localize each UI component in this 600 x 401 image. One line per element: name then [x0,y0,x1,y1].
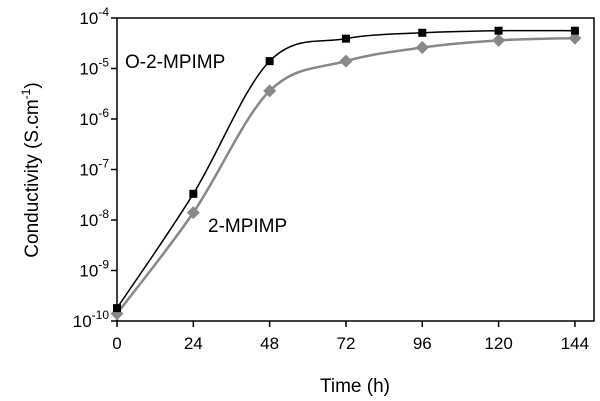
y-tick-exponent: -8 [98,207,109,221]
y-tick-base: 10 [79,9,98,28]
y-tick-label: 10-5 [79,56,109,79]
y-tick-label: 10-7 [79,157,109,180]
point-2-mpimp-120 [492,33,506,47]
y-axis-label: Conductivity (S.cm-1) [19,82,43,257]
y-tick-exponent: -9 [98,258,109,272]
point-2-mpimp-144 [568,31,582,45]
point-o-2-mpimp-144 [570,26,579,35]
y-tick-label: 10-8 [79,207,109,230]
y-tick-base: 10 [79,262,98,281]
y-tick-base: 10 [79,110,98,129]
y-tick-label: 10-10 [73,308,110,331]
y-tick-exponent: -7 [98,157,109,171]
point-o-2-mpimp-24 [189,189,198,198]
y-tick-base: 10 [79,161,98,180]
x-axis-ticks: 0 24 48 72 96 120 144 [112,321,589,353]
y-tick-label: 10-4 [79,5,109,28]
x-axis-label: Time (h) [320,376,390,397]
y-tick-label: 10-6 [79,106,109,129]
y-axis-label-close: ) [22,82,43,88]
x-tick-label: 24 [184,334,203,353]
y-axis-label-text: Conductivity (S.cm [22,99,43,257]
y-tick-base: 10 [79,211,98,230]
y-axis-label-exponent: -1 [19,88,33,99]
series-label-o-2-mpimp: O-2-MPIMP [125,52,225,73]
y-tick-exponent: -10 [92,308,110,322]
x-tick-label: 120 [484,334,512,353]
point-o-2-mpimp-120 [494,26,503,35]
x-tick-label: 144 [561,334,589,353]
point-o-2-mpimp-0 [113,304,121,313]
y-tick-exponent: -6 [98,106,109,120]
x-tick-label: 48 [260,334,279,353]
series-label-2-mpimp: 2-MPIMP [208,216,287,237]
labels-layer: O-2-MPIMP 2-MPIMP Time (h) Conductivity … [19,52,390,397]
point-o-2-mpimp-96 [418,28,427,37]
x-tick-label: 72 [336,334,355,353]
series-line-2-mpimp [116,36,575,315]
x-tick-label: 96 [413,334,432,353]
y-tick-exponent: -5 [98,56,109,70]
y-tick-base: 10 [79,60,98,79]
y-tick-base: 10 [73,312,92,331]
point-2-mpimp-96 [415,41,429,55]
point-2-mpimp-72 [339,54,353,68]
point-2-mpimp-24 [186,206,200,220]
point-2-mpimp-48 [263,84,277,98]
series-layer [110,26,582,321]
point-o-2-mpimp-48 [265,57,274,66]
point-o-2-mpimp-72 [341,34,350,43]
y-tick-exponent: -4 [98,5,109,19]
y-tick-label: 10-9 [79,258,109,281]
x-tick-label: 0 [112,334,121,353]
